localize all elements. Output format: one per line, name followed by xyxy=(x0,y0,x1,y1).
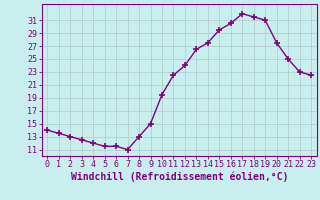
X-axis label: Windchill (Refroidissement éolien,°C): Windchill (Refroidissement éolien,°C) xyxy=(70,172,288,182)
